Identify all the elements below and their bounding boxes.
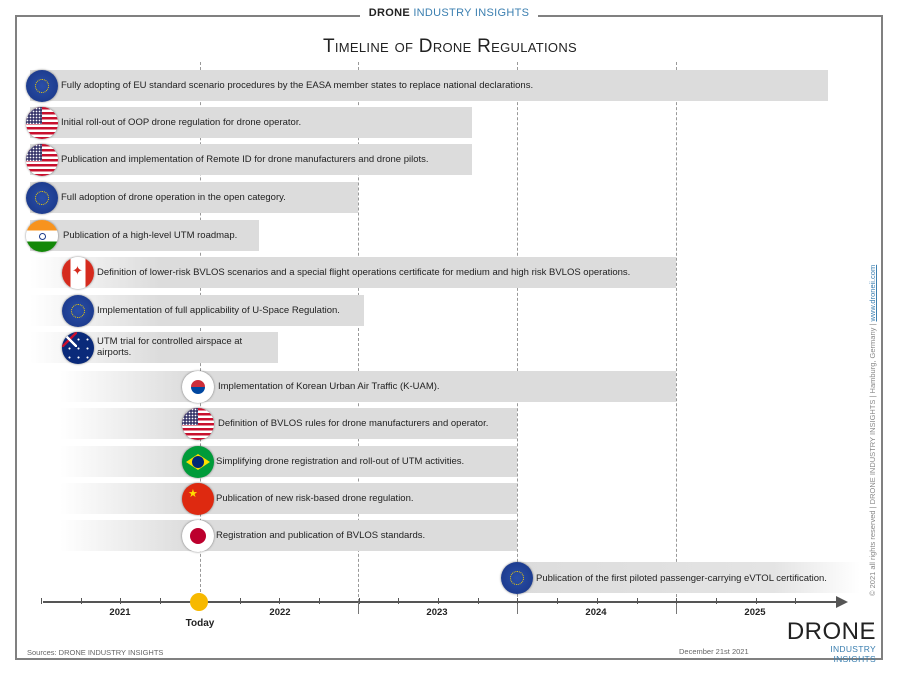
brand-logo: DRONE INDUSTRY INSIGHTS bbox=[786, 618, 876, 665]
month-tick bbox=[81, 598, 82, 604]
event-text: Implementation of Korean Urban Air Traff… bbox=[218, 381, 440, 392]
year-divider bbox=[676, 62, 677, 602]
us-flag-icon bbox=[26, 144, 58, 176]
us-flag-icon bbox=[26, 107, 58, 139]
logo-line2: INDUSTRY INSIGHTS bbox=[830, 644, 876, 664]
event-text: Implementation of full applicability of … bbox=[97, 305, 340, 316]
eu-flag-icon bbox=[26, 182, 58, 214]
brand-bold: DRONE bbox=[368, 7, 410, 19]
event-bar bbox=[60, 446, 517, 477]
month-tick bbox=[41, 598, 42, 604]
event-bar bbox=[30, 257, 676, 288]
eu-flag-icon bbox=[26, 70, 58, 102]
month-tick bbox=[319, 598, 320, 604]
event-bar bbox=[30, 182, 358, 213]
event-bar bbox=[60, 371, 676, 402]
month-tick bbox=[637, 598, 638, 604]
month-tick bbox=[557, 598, 558, 604]
brand-header: DRONE INDUSTRY INSIGHTS bbox=[360, 7, 538, 19]
canada-flag-icon bbox=[62, 257, 94, 289]
date-note: December 21st 2021 bbox=[679, 647, 749, 656]
month-tick bbox=[160, 598, 161, 604]
month-tick bbox=[120, 598, 121, 604]
year-tick bbox=[517, 602, 518, 614]
year-divider bbox=[517, 62, 518, 602]
eu-flag-icon bbox=[62, 295, 94, 327]
event-text: UTM trial for controlled airspace at air… bbox=[97, 336, 243, 358]
month-tick bbox=[597, 598, 598, 604]
us-flag-icon bbox=[182, 408, 214, 440]
event-text: Definition of lower-risk BVLOS scenarios… bbox=[97, 267, 631, 278]
year-label: 2025 bbox=[744, 607, 766, 618]
event-bar bbox=[30, 70, 828, 101]
event-text: Definition of BVLOS rules for drone manu… bbox=[218, 418, 489, 429]
event-text: Registration and publication of BVLOS st… bbox=[216, 530, 426, 541]
event-bar bbox=[60, 520, 517, 551]
month-tick bbox=[517, 598, 518, 604]
axis-arrow-icon bbox=[836, 596, 848, 608]
event-text: Fully adopting of EU standard scenario p… bbox=[61, 80, 534, 91]
copyright-text: © 2021 all rights reserved | DRONE INDUS… bbox=[868, 321, 877, 596]
year-label: 2022 bbox=[269, 607, 291, 618]
month-tick bbox=[359, 598, 360, 604]
year-label: 2024 bbox=[585, 607, 607, 618]
event-bar bbox=[60, 483, 517, 514]
month-tick bbox=[478, 598, 479, 604]
event-text: Publication of a high-level UTM roadmap. bbox=[63, 230, 238, 241]
korea-flag-icon bbox=[182, 371, 214, 403]
event-bar bbox=[515, 562, 860, 593]
year-label: 2023 bbox=[426, 607, 448, 618]
year-tick bbox=[358, 602, 359, 614]
month-tick bbox=[795, 598, 796, 604]
event-text: Publication of new risk-based drone regu… bbox=[216, 493, 414, 504]
brand-light: INDUSTRY INSIGHTS bbox=[413, 7, 530, 19]
page-title: Timeline of Drone Regulations bbox=[322, 36, 578, 57]
india-flag-icon bbox=[26, 220, 58, 252]
year-label: 2021 bbox=[109, 607, 131, 618]
event-bar bbox=[30, 107, 472, 138]
month-tick bbox=[676, 598, 677, 604]
japan-flag-icon bbox=[182, 520, 214, 552]
year-tick bbox=[676, 602, 677, 614]
year-divider bbox=[358, 62, 359, 602]
month-tick bbox=[756, 598, 757, 604]
event-text: Simplifying drone registration and roll-… bbox=[216, 456, 465, 467]
australia-flag-icon bbox=[62, 332, 94, 364]
today-marker bbox=[190, 593, 208, 611]
today-label: Today bbox=[185, 618, 215, 629]
month-tick bbox=[438, 598, 439, 604]
event-bar bbox=[30, 220, 259, 251]
month-tick bbox=[398, 598, 399, 604]
website-link[interactable]: www.droneii.com bbox=[868, 264, 877, 322]
sources-note: Sources: DRONE INDUSTRY INSIGHTS bbox=[27, 648, 164, 657]
event-text: Full adoption of drone operation in the … bbox=[61, 192, 286, 203]
event-text: Initial roll-out of OOP drone regulation… bbox=[61, 117, 302, 128]
timeline-axis bbox=[43, 601, 838, 603]
event-bar bbox=[60, 408, 517, 439]
month-tick bbox=[716, 598, 717, 604]
china-flag-icon bbox=[182, 483, 214, 515]
logo-line1: DRONE bbox=[786, 618, 876, 645]
event-bar bbox=[30, 144, 472, 175]
month-tick bbox=[240, 598, 241, 604]
brazil-flag-icon bbox=[182, 446, 214, 478]
event-text: Publication and implementation of Remote… bbox=[61, 154, 429, 165]
event-text: Publication of the first piloted passeng… bbox=[536, 573, 827, 584]
copyright-note: © 2021 all rights reserved | DRONE INDUS… bbox=[868, 206, 877, 596]
eu-flag-icon bbox=[501, 562, 533, 594]
month-tick bbox=[279, 598, 280, 604]
